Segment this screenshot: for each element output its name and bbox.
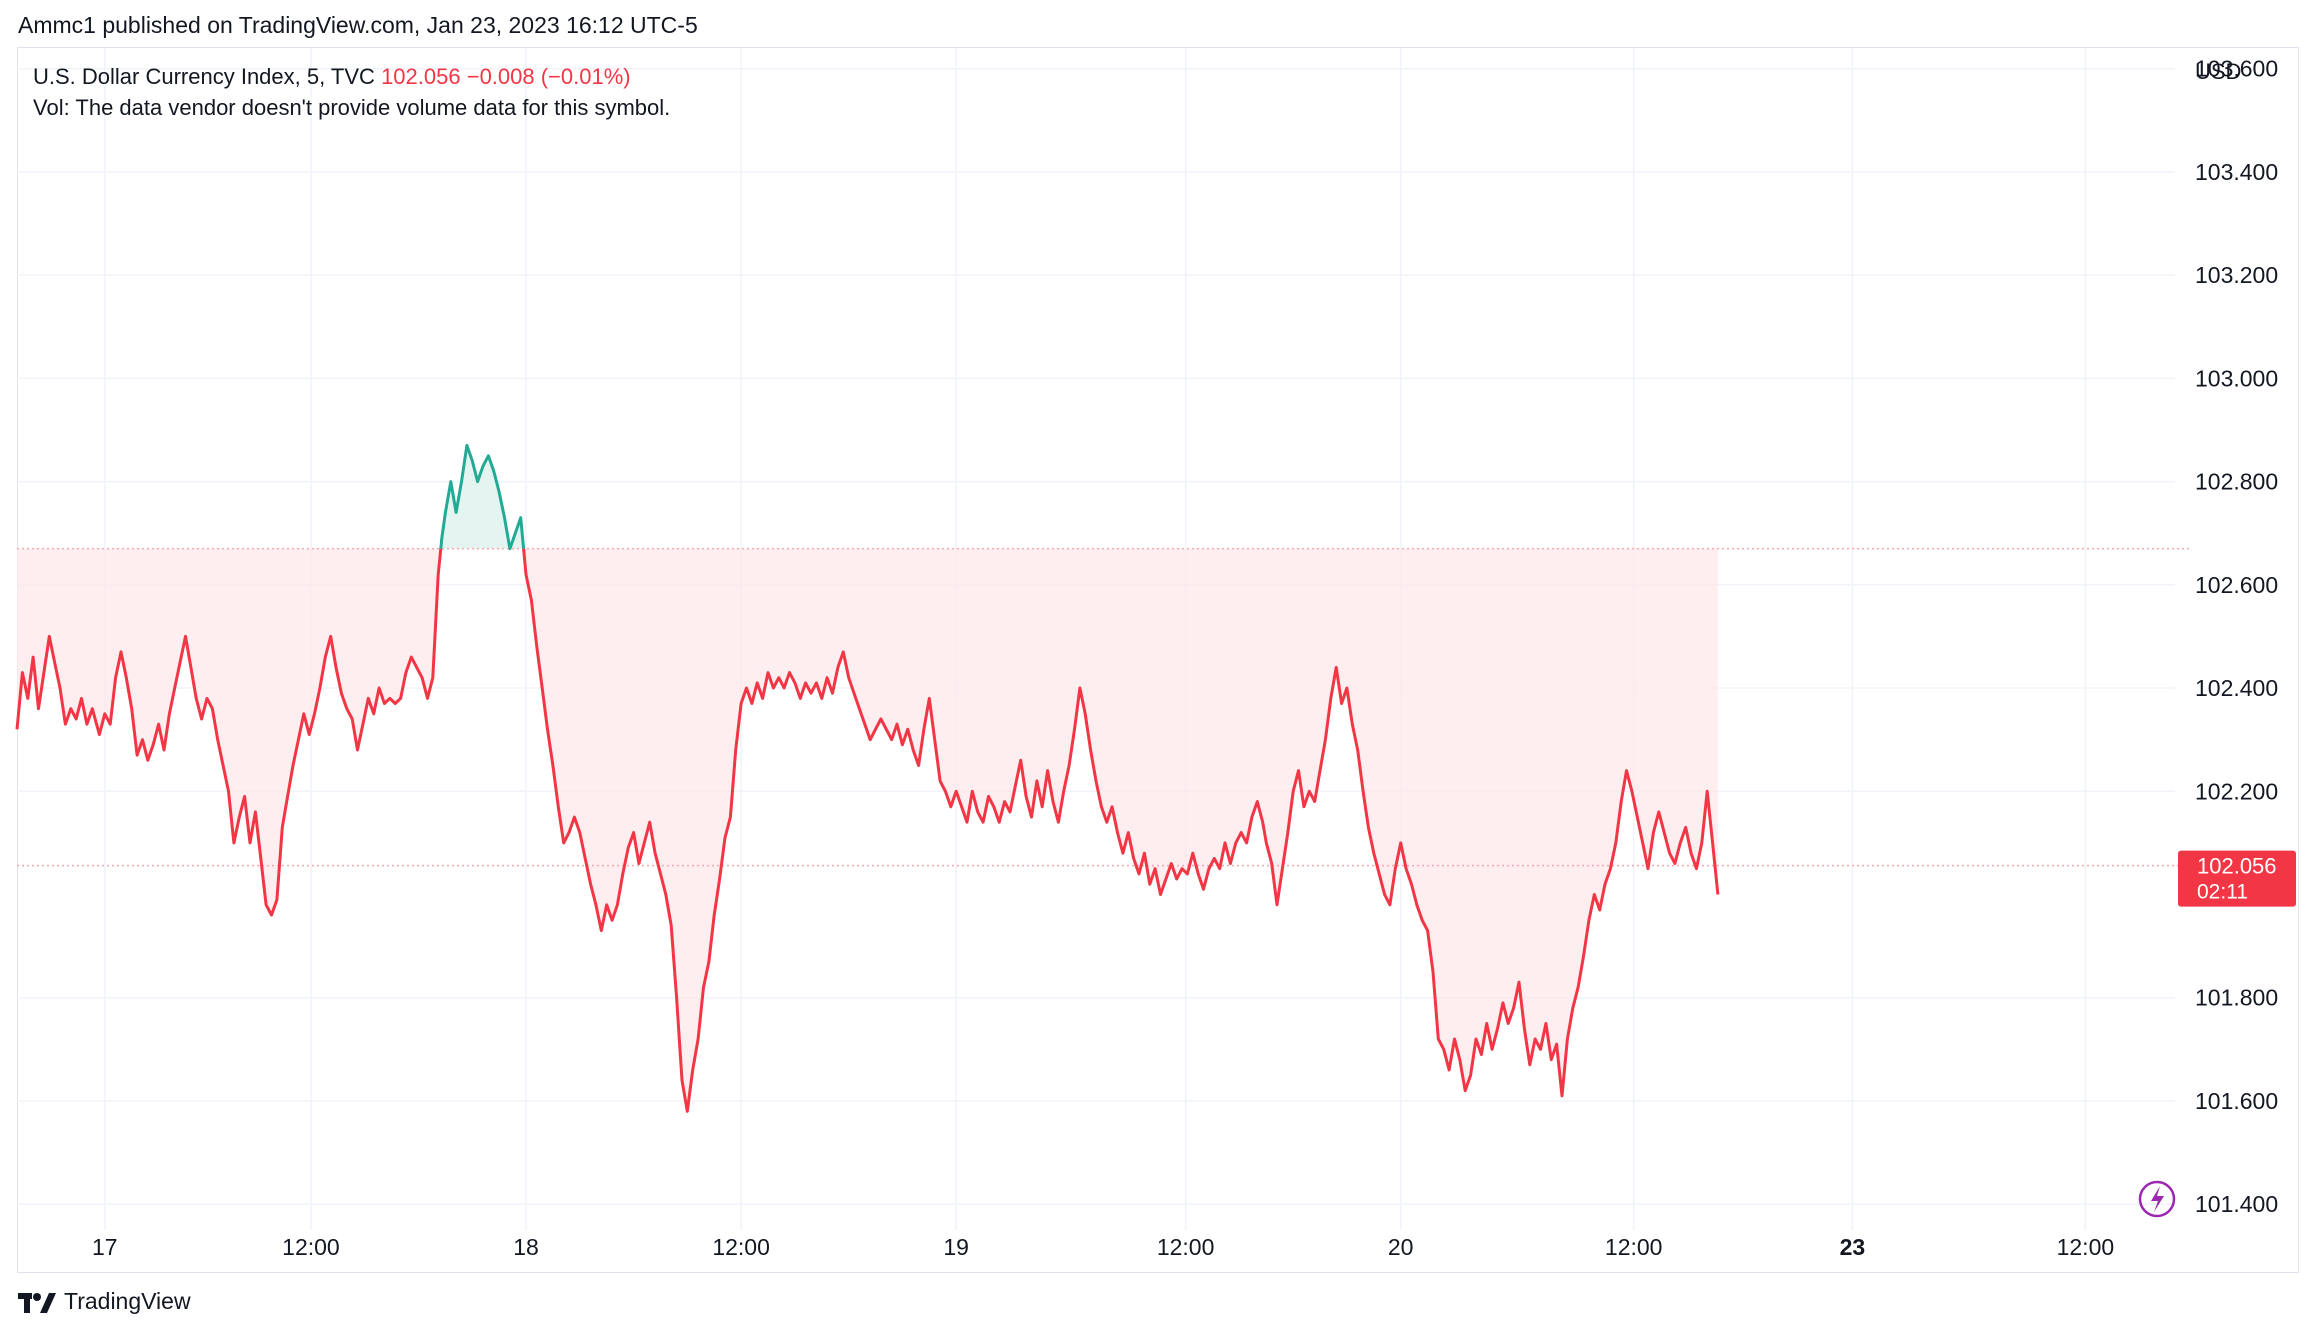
time-tick-label: 12:00 [712,1234,770,1260]
time-tick-label: 19 [943,1234,969,1260]
published-caption: Ammc1 published on TradingView.com, Jan … [18,12,698,38]
series-line-down [15,548,443,917]
price-tick-label: 102.400 [2195,675,2278,701]
time-tick-label: 17 [92,1234,118,1260]
footer-brand[interactable]: TradingView [18,1288,191,1315]
flash-icon[interactable] [2138,1180,2176,1218]
series-line-down [522,548,1720,1113]
last-price-value: 102.056 [381,64,461,89]
baseline-fills [17,445,1718,1112]
price-tick-label: 103.000 [2195,365,2278,391]
area-below-baseline [17,548,441,916]
time-tick-label: 20 [1388,1234,1414,1260]
price-tick-label: 102.200 [2195,778,2278,804]
time-tick-label: 23 [1840,1234,1866,1260]
brand-name: TradingView [64,1288,191,1314]
price-tick-label: 103.600 [2195,56,2278,82]
series-line-up [439,443,526,551]
time-tick-label: 12:00 [2057,1234,2115,1260]
price-series [15,443,1720,1113]
price-change: −0.008 (−0.01%) [466,64,631,89]
currency-label: USD [2195,59,2241,84]
time-axis: 17 12:00 18 12:00 19 12:00 20 12:00 23 12:00 [92,1234,2114,1260]
time-tick-label: 12:00 [1605,1234,1663,1260]
price-tick-label: 102.800 [2195,469,2278,495]
last-price-label [2178,850,2296,907]
last-price-label-value: 102.056 [2197,854,2277,879]
symbol-legend[interactable]: U.S. Dollar Currency Index, 5, TVC 102.0… [33,64,631,90]
price-tick-label: 103.200 [2195,262,2278,288]
bar-countdown: 02:11 [2197,881,2248,904]
symbol-title[interactable]: U.S. Dollar Currency Index, 5, TVC [33,64,375,89]
price-tick-label: 103.400 [2195,159,2278,185]
area-below-baseline [523,548,1718,1112]
price-tick-label: 101.600 [2195,1088,2278,1114]
price-axis: 103.600 103.400 103.200 103.000 102.800 102.6… [2195,56,2278,1218]
tradingview-logo-icon [18,1292,56,1313]
price-tick-label: 102.600 [2195,572,2278,598]
volume-note: Vol: The data vendor doesn't provide vol… [33,95,671,120]
time-tick-label: 12:00 [282,1234,340,1260]
area-above-baseline [440,445,524,549]
time-tick-label: 12:00 [1157,1234,1215,1260]
time-tick-label: 18 [513,1234,539,1260]
price-tick-label: 101.800 [2195,985,2278,1011]
price-tick-label: 101.400 [2195,1191,2278,1217]
